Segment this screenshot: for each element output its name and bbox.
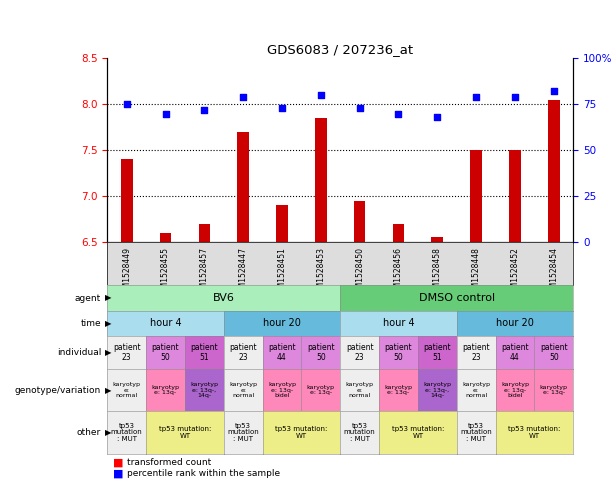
Text: tp53
mutation
: MUT: tp53 mutation : MUT [460,423,492,442]
Text: tp53
mutation
: MUT: tp53 mutation : MUT [344,423,376,442]
Bar [315,118,327,242]
Bar [199,224,210,242]
Point [316,91,326,99]
Text: patient
50: patient 50 [151,343,180,362]
Text: tp53
mutation
: MUT: tp53 mutation : MUT [111,423,143,442]
Title: GDS6083 / 207236_at: GDS6083 / 207236_at [267,43,413,56]
Text: karyotyp
e: 13q-: karyotyp e: 13q- [151,385,180,395]
Text: percentile rank within the sample: percentile rank within the sample [127,469,280,478]
Text: ■: ■ [113,457,124,468]
Text: GSM1528452: GSM1528452 [511,247,519,298]
Text: GSM1528451: GSM1528451 [278,247,286,298]
Text: karyotyp
e:
normal: karyotyp e: normal [229,382,257,398]
Text: ▶: ▶ [105,294,112,302]
Bar [393,224,405,242]
Point [161,110,170,117]
Text: karyotyp
e:
normal: karyotyp e: normal [113,382,141,398]
Text: BV6: BV6 [213,293,235,303]
Text: tp53 mutation:
WT: tp53 mutation: WT [275,426,327,439]
Point [394,110,403,117]
Point [549,87,558,95]
Text: GSM1528454: GSM1528454 [549,247,558,298]
Text: patient
51: patient 51 [191,343,218,362]
Point [238,93,248,101]
Text: karyotyp
e: 13q-: karyotyp e: 13q- [306,385,335,395]
Text: patient
23: patient 23 [113,343,140,362]
Point [277,104,287,112]
Text: patient
23: patient 23 [346,343,373,362]
Text: GSM1528456: GSM1528456 [394,247,403,298]
Point [122,100,132,108]
Text: patient
44: patient 44 [501,343,529,362]
Text: karyotyp
e: 13q-
bidel: karyotyp e: 13q- bidel [268,382,296,398]
Text: GSM1528447: GSM1528447 [238,247,248,298]
Text: GSM1528455: GSM1528455 [161,247,170,298]
Text: GSM1528458: GSM1528458 [433,247,442,298]
Text: ▶: ▶ [105,348,112,357]
Text: karyotyp
e: 13q-,
14q-: karyotyp e: 13q-, 14q- [190,382,218,398]
Point [510,93,520,101]
Text: ▶: ▶ [105,428,112,437]
Text: hour 20: hour 20 [496,318,534,328]
Text: agent: agent [75,294,101,302]
Text: patient
50: patient 50 [307,343,335,362]
Text: GSM1528448: GSM1528448 [471,247,481,298]
Text: patient
23: patient 23 [229,343,257,362]
Text: patient
44: patient 44 [268,343,296,362]
Text: GSM1528457: GSM1528457 [200,247,209,298]
Point [355,104,365,112]
Text: tp53 mutation:
WT: tp53 mutation: WT [508,426,560,439]
Text: individual: individual [57,348,101,357]
Text: GSM1528449: GSM1528449 [122,247,131,298]
Text: karyotyp
e: 13q-
bidel: karyotyp e: 13q- bidel [501,382,529,398]
Text: tp53 mutation:
WT: tp53 mutation: WT [392,426,444,439]
Text: hour 4: hour 4 [383,318,414,328]
Bar [509,150,521,242]
Text: patient
50: patient 50 [384,343,413,362]
Text: ▶: ▶ [105,385,112,395]
Bar [470,150,482,242]
Bar [548,99,560,242]
Text: time: time [80,319,101,327]
Text: tp53
mutation
: MUT: tp53 mutation : MUT [227,423,259,442]
Text: other: other [77,428,101,437]
Point [199,106,209,114]
Text: karyotyp
e: 13q-,
14q-: karyotyp e: 13q-, 14q- [423,382,451,398]
Text: GSM1528450: GSM1528450 [355,247,364,298]
Bar [121,159,132,242]
Text: ■: ■ [113,468,124,478]
Text: karyotyp
e:
normal: karyotyp e: normal [346,382,374,398]
Text: patient
23: patient 23 [462,343,490,362]
Point [471,93,481,101]
Text: transformed count: transformed count [127,458,211,467]
Text: tp53 mutation:
WT: tp53 mutation: WT [159,426,211,439]
Text: patient
50: patient 50 [540,343,568,362]
Text: karyotyp
e: 13q-: karyotyp e: 13q- [539,385,568,395]
Text: karyotyp
e: 13q-: karyotyp e: 13q- [384,385,413,395]
Bar [237,132,249,242]
Text: GSM1528453: GSM1528453 [316,247,326,298]
Text: ▶: ▶ [105,319,112,327]
Text: hour 4: hour 4 [150,318,181,328]
Text: patient
51: patient 51 [424,343,451,362]
Text: karyotyp
e:
normal: karyotyp e: normal [462,382,490,398]
Text: hour 20: hour 20 [263,318,301,328]
Bar [160,233,172,242]
Bar [276,205,288,242]
Point [432,114,442,121]
Bar [354,200,365,242]
Text: DMSO control: DMSO control [419,293,495,303]
Bar [432,237,443,242]
Text: genotype/variation: genotype/variation [15,385,101,395]
